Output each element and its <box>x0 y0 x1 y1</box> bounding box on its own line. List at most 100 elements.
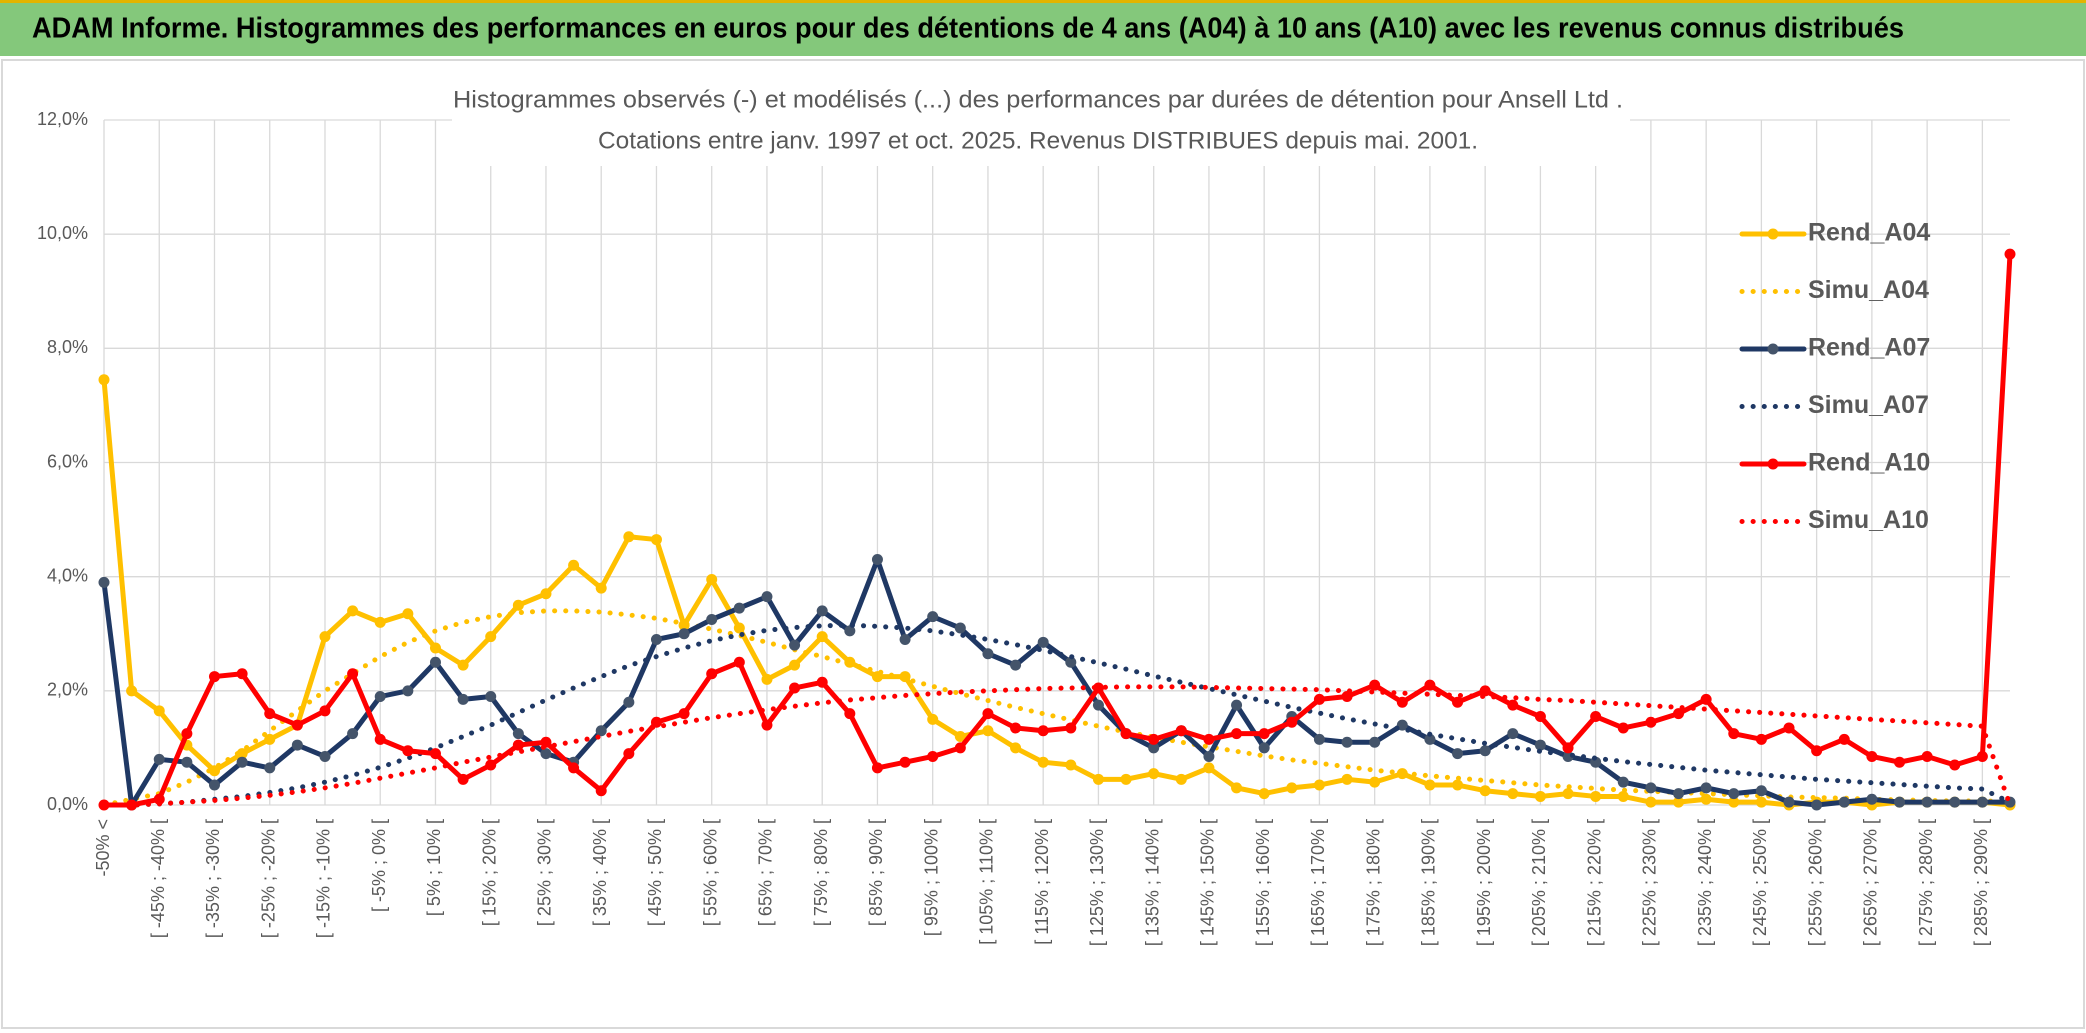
point-marker <box>1203 762 1215 774</box>
point-marker <box>899 756 911 768</box>
point-marker <box>319 705 331 717</box>
point-marker <box>1866 750 1878 762</box>
point-marker <box>789 659 801 671</box>
y-tick-label: 2,0% <box>47 680 88 700</box>
point-marker <box>706 613 718 625</box>
point-marker <box>1065 722 1077 734</box>
point-marker <box>1369 776 1381 788</box>
point-marker <box>181 728 193 740</box>
point-marker <box>485 759 497 771</box>
point-marker <box>733 656 745 668</box>
point-marker <box>1203 733 1215 745</box>
point-marker <box>1286 716 1298 728</box>
point-marker <box>568 762 580 774</box>
chart-subtitle: Cotations entre janv. 1997 et oct. 2025.… <box>598 127 1478 154</box>
point-marker <box>1313 693 1325 705</box>
point-marker <box>540 588 552 600</box>
x-tick-label: [ 55% ; 60% [ <box>700 819 720 926</box>
y-tick-label: 12,0% <box>37 109 88 129</box>
point-marker <box>126 799 138 811</box>
point-marker <box>1921 796 1933 808</box>
point-marker <box>816 631 828 643</box>
point-marker <box>291 739 303 751</box>
point-marker <box>761 719 773 731</box>
point-marker <box>1811 799 1823 811</box>
x-tick-label: [ 175% ; 180% [ <box>1363 819 1383 946</box>
point-marker <box>568 559 580 571</box>
point-marker <box>1645 716 1657 728</box>
point-marker <box>485 691 497 703</box>
point-marker <box>347 605 359 617</box>
point-marker <box>899 633 911 645</box>
point-marker <box>650 716 662 728</box>
point-marker <box>733 602 745 614</box>
x-tick-label: [ 225% ; 230% [ <box>1640 819 1660 946</box>
point-marker <box>1037 756 1049 768</box>
point-marker <box>623 696 635 708</box>
point-marker <box>816 605 828 617</box>
header-bar <box>0 0 2086 56</box>
point-marker <box>319 631 331 643</box>
point-marker <box>457 773 469 785</box>
x-tick-label: [ 135% ; 140% [ <box>1142 819 1162 946</box>
point-marker <box>1921 750 1933 762</box>
point-marker <box>927 611 939 623</box>
point-marker <box>1617 776 1629 788</box>
point-marker <box>1148 742 1160 754</box>
point-marker <box>236 668 248 680</box>
point-marker <box>402 608 414 620</box>
point-marker <box>153 753 165 765</box>
header-edge <box>0 0 2086 3</box>
point-marker <box>1065 656 1077 668</box>
point-marker <box>374 733 386 745</box>
point-marker <box>1424 779 1436 791</box>
point-marker <box>1092 682 1104 694</box>
point-marker <box>1728 796 1740 808</box>
point-marker <box>264 708 276 720</box>
point-marker <box>181 756 193 768</box>
point-marker <box>512 599 524 611</box>
point-marker <box>374 616 386 628</box>
x-tick-label: [ 165% ; 170% [ <box>1308 819 1328 946</box>
point-marker <box>1148 768 1160 780</box>
x-tick-label: [ 235% ; 240% [ <box>1695 819 1715 946</box>
point-marker <box>1120 773 1132 785</box>
point-marker <box>1700 793 1712 805</box>
point-marker <box>595 785 607 797</box>
point-marker <box>954 731 966 742</box>
point-marker <box>927 713 939 725</box>
point-marker <box>1507 728 1519 740</box>
point-marker <box>789 682 801 694</box>
point-marker <box>208 765 220 777</box>
point-marker <box>347 668 359 680</box>
point-marker <box>319 750 331 762</box>
legend-label: Simu_A10 <box>1808 506 1929 534</box>
point-marker <box>871 762 883 774</box>
point-marker <box>1369 736 1381 748</box>
point-marker <box>1949 759 1961 771</box>
point-marker <box>1148 733 1160 745</box>
point-marker <box>1065 759 1077 771</box>
point-marker <box>429 642 441 654</box>
point-marker <box>1341 773 1353 785</box>
point-marker <box>1673 796 1685 808</box>
y-tick-label: 10,0% <box>37 223 88 243</box>
x-tick-label: [ 215% ; 220% [ <box>1584 819 1604 946</box>
point-marker <box>540 748 552 760</box>
x-tick-label: [ 265% ; 270% [ <box>1861 819 1881 946</box>
point-marker <box>1976 796 1988 808</box>
x-tick-label: [ -45% ; -40% [ <box>148 819 168 938</box>
y-tick-label: 6,0% <box>47 451 88 471</box>
legend-marker <box>1767 458 1779 470</box>
point-marker <box>1783 722 1795 734</box>
x-tick-label: [ 125% ; 130% [ <box>1087 819 1107 946</box>
legend-label: Simu_A04 <box>1808 276 1929 304</box>
point-marker <box>1562 788 1574 800</box>
point-marker <box>1534 790 1546 802</box>
point-marker <box>982 708 994 720</box>
title-background <box>452 80 1630 166</box>
y-tick-label: 8,0% <box>47 337 88 357</box>
point-marker <box>512 728 524 740</box>
point-marker <box>457 693 469 705</box>
